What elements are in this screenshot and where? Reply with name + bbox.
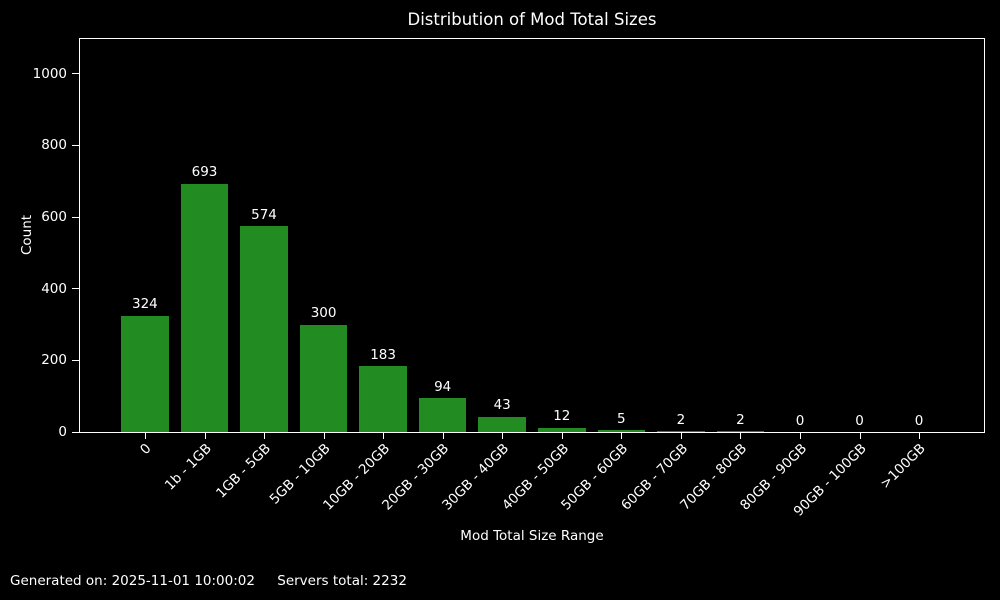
bar-0 [121,315,169,432]
y-tick-label: 0 [58,424,67,440]
x-tick [204,432,206,439]
bar-10 [716,431,765,432]
bar-value-label: 183 [370,346,396,363]
x-tick [919,432,921,439]
bar-value-label: 12 [553,408,571,425]
bar-8 [597,430,646,432]
servers-total: Servers total: 2232 [277,573,407,589]
bar-4 [359,366,407,432]
bar-value-label: 0 [855,412,864,429]
bar-value-label: 2 [676,411,686,428]
bar-value-label: 2 [736,411,745,428]
bar-value-label: 574 [251,206,277,223]
bar-6 [478,416,526,432]
bar-value-label: 5 [617,410,626,427]
x-tick [383,432,385,439]
generated-timestamp: Generated on: 2025-11-01 10:00:02 [10,573,255,589]
x-tick-label: 0 [137,440,155,458]
x-tick [323,432,325,439]
x-axis-label: Mod Total Size Range [460,528,604,544]
bar-value-label: 693 [191,164,218,181]
bar-value-label: 324 [132,296,158,313]
y-tick [72,216,79,218]
chart-title: Distribution of Mod Total Sizes [407,10,657,29]
bar-value-label: 300 [310,305,337,321]
y-tick-label: 400 [41,280,67,297]
y-tick-label: 800 [41,137,67,154]
x-tick [502,432,504,439]
y-tick [72,73,79,75]
y-tick-label: 200 [41,352,67,369]
footer: Generated on: 2025-11-01 10:00:02 Server… [10,573,425,589]
bar-9 [657,431,705,432]
x-tick [561,432,563,439]
y-tick [72,359,79,361]
x-tick [859,432,861,439]
bar-5 [418,398,467,432]
y-axis-label: Count [19,214,35,256]
x-tick-label: 1GB - 5GB [213,440,274,502]
bar-value-label: 0 [795,412,805,429]
x-tick [800,432,801,439]
x-tick-label: 1b - 1GB [161,440,215,494]
x-tick [144,432,146,439]
y-tick [72,288,79,290]
bar-1 [180,183,229,432]
x-tick-label: >100GB [877,440,930,493]
bar-value-label: 0 [914,412,924,429]
y-tick-label: 1000 [32,65,67,82]
x-tick [621,432,623,439]
x-tick [740,432,742,439]
y-tick [72,431,79,433]
bar-2 [240,226,288,432]
bar-value-label: 43 [493,397,511,414]
bar-3 [299,324,348,432]
bar-value-label: 94 [434,378,452,395]
x-tick [264,432,265,439]
plot-area: 324 0 693 1b - 1GB 574 1GB - 5GB 300 5GB - 10GB… [33,38,985,520]
x-tick [442,432,444,439]
y-tick [72,144,79,146]
bar-7 [538,427,586,432]
x-tick [680,432,682,439]
y-tick-label: 600 [41,209,67,226]
